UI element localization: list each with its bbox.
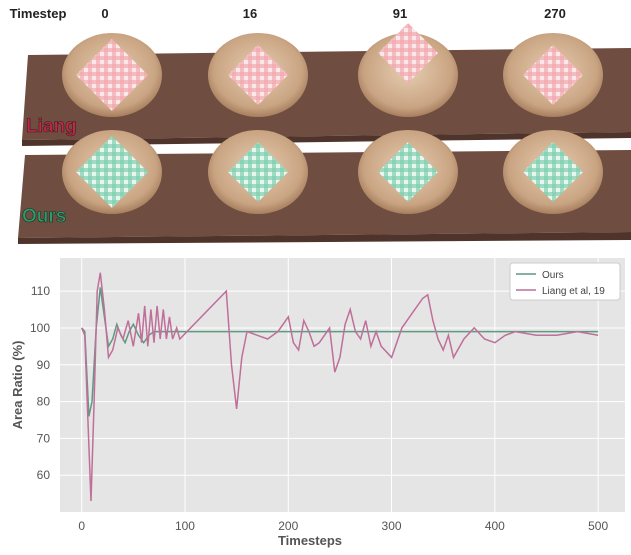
x-axis-label: Timesteps xyxy=(278,533,342,548)
x-tick-label: 0 xyxy=(78,519,85,533)
plank xyxy=(22,48,631,140)
timestep: 91 xyxy=(393,6,407,21)
x-tick-label: 400 xyxy=(485,519,505,533)
plank-edge xyxy=(18,232,631,244)
cloth xyxy=(76,136,148,208)
timestep-label: Timestep xyxy=(10,6,67,21)
x-tick-label: 200 xyxy=(278,519,298,533)
y-tick-label: 60 xyxy=(37,468,51,482)
y-axis-label: Area Ratio (%) xyxy=(10,341,25,430)
x-tick-label: 500 xyxy=(588,519,608,533)
plank xyxy=(18,150,631,238)
x-tick-label: 100 xyxy=(175,519,195,533)
cloth xyxy=(523,45,583,105)
plot: 60 70 80 90 100 110 0 100 200 300 400 500 Ours Liang … xyxy=(30,258,625,533)
x-tick-label: 300 xyxy=(382,519,402,533)
y-tick-label: 100 xyxy=(30,321,50,335)
cloth xyxy=(228,142,288,202)
y-tick-label: 110 xyxy=(31,284,50,298)
timestep: 0 xyxy=(101,6,108,21)
row-label: Ours xyxy=(22,206,66,227)
cloth xyxy=(523,142,583,202)
y-tick-label: 70 xyxy=(37,431,51,445)
cloth xyxy=(228,45,288,105)
scene xyxy=(18,48,631,244)
timestep: 16 xyxy=(243,6,257,21)
legend-label: Ours xyxy=(542,270,564,281)
row-label: Liang xyxy=(26,116,77,137)
bowls xyxy=(62,23,603,214)
y-tick-label: 90 xyxy=(37,358,51,372)
timestep: 270 xyxy=(544,6,566,21)
cloth xyxy=(76,39,148,111)
y-tick-label: 80 xyxy=(37,395,51,409)
legend-label: Liang et al, 19 xyxy=(542,286,605,297)
plank-edge xyxy=(22,132,631,146)
series-line xyxy=(81,272,599,502)
cloth xyxy=(378,142,438,202)
legend-box xyxy=(509,262,621,301)
cloth xyxy=(378,23,438,83)
